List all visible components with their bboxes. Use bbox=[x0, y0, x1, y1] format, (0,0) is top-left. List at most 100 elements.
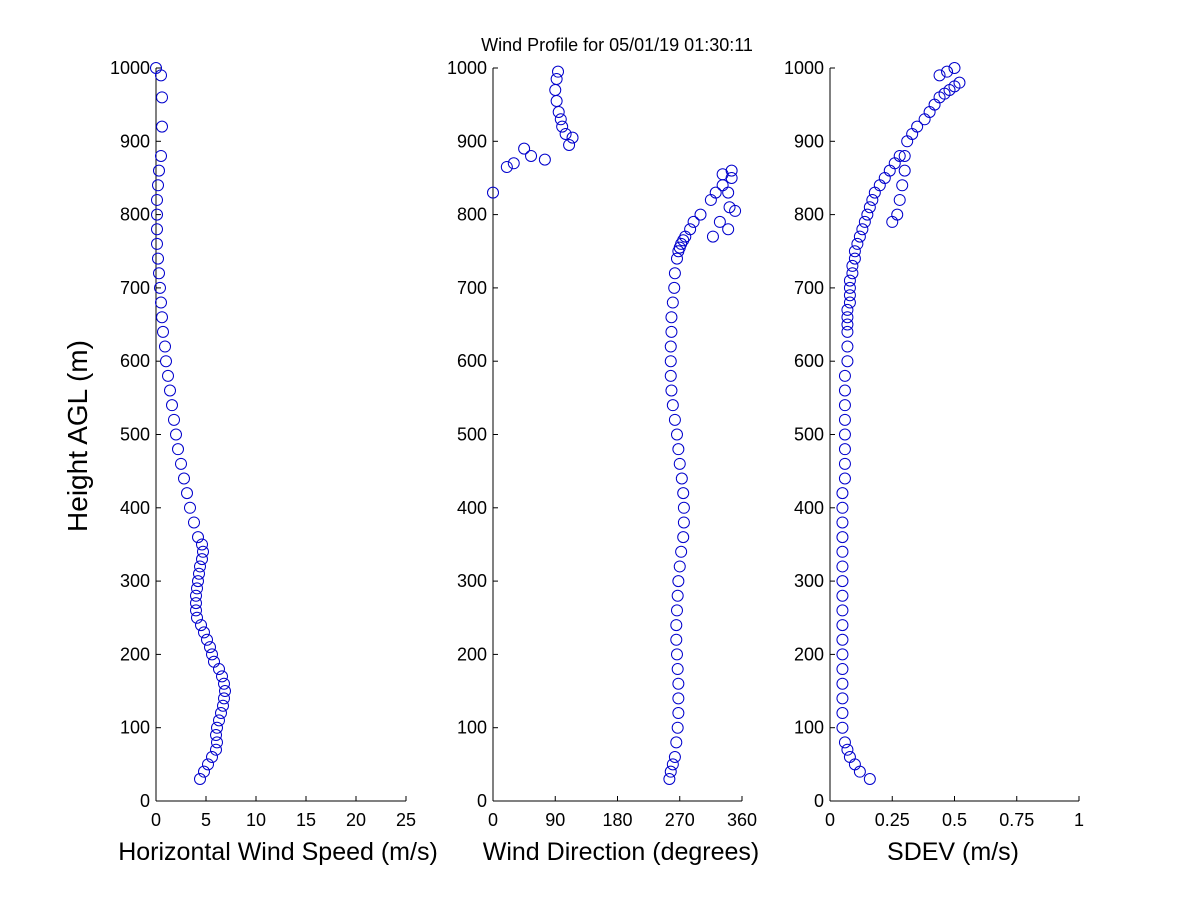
data-point bbox=[838, 443, 851, 456]
data-point bbox=[836, 619, 849, 632]
data-point bbox=[668, 267, 681, 280]
data-point bbox=[675, 545, 688, 558]
x-axis-label: SDEV (m/s) bbox=[887, 838, 1019, 866]
data-point bbox=[841, 355, 854, 368]
y-tick-label: 1000 bbox=[447, 58, 487, 78]
data-point bbox=[487, 186, 499, 199]
data-point bbox=[563, 138, 576, 151]
x-tick-label: 0.5 bbox=[942, 810, 967, 830]
data-point bbox=[677, 487, 690, 500]
data-point bbox=[162, 369, 174, 382]
data-point bbox=[687, 215, 700, 228]
data-point bbox=[838, 428, 851, 441]
data-point bbox=[675, 472, 688, 485]
data-point bbox=[500, 160, 513, 173]
y-tick-label: 0 bbox=[814, 791, 824, 811]
data-point bbox=[863, 773, 876, 786]
y-tick-label: 500 bbox=[794, 425, 824, 445]
data-point bbox=[664, 369, 677, 382]
data-point bbox=[152, 252, 164, 265]
y-tick-label: 1000 bbox=[784, 58, 824, 78]
data-point bbox=[666, 758, 679, 771]
data-point bbox=[206, 751, 218, 764]
data-point bbox=[211, 721, 223, 734]
y-tick-label: 1000 bbox=[110, 58, 150, 78]
data-point bbox=[893, 193, 906, 206]
data-point bbox=[672, 575, 685, 588]
data-point bbox=[518, 142, 531, 155]
data-point bbox=[838, 736, 851, 749]
data-point bbox=[194, 773, 206, 786]
data-point bbox=[838, 472, 851, 485]
data-point bbox=[863, 201, 876, 214]
data-point bbox=[851, 237, 864, 250]
data-point bbox=[896, 179, 909, 192]
data-point bbox=[836, 589, 849, 602]
data-point bbox=[722, 223, 735, 236]
data-point bbox=[858, 215, 871, 228]
data-point bbox=[856, 223, 869, 236]
data-point bbox=[193, 567, 205, 580]
data-point bbox=[838, 369, 851, 382]
data-point bbox=[836, 560, 849, 573]
y-tick-label: 600 bbox=[794, 351, 824, 371]
data-point bbox=[933, 69, 946, 82]
data-point bbox=[673, 560, 686, 573]
data-point bbox=[671, 663, 684, 676]
data-point bbox=[559, 127, 572, 140]
data-point bbox=[665, 325, 678, 338]
data-point bbox=[898, 164, 911, 177]
data-point bbox=[838, 457, 851, 470]
data-point bbox=[168, 413, 180, 426]
y-tick-label: 900 bbox=[457, 131, 487, 151]
data-point bbox=[866, 193, 879, 206]
y-tick-label: 400 bbox=[457, 498, 487, 518]
data-point bbox=[668, 751, 681, 764]
data-point bbox=[846, 259, 859, 272]
data-point bbox=[841, 318, 854, 331]
y-tick-label: 100 bbox=[120, 718, 150, 738]
data-point bbox=[218, 692, 230, 705]
data-point bbox=[153, 267, 165, 280]
data-point bbox=[215, 707, 227, 720]
data-point bbox=[836, 604, 849, 617]
data-point bbox=[670, 736, 683, 749]
data-point bbox=[175, 457, 187, 470]
data-point bbox=[843, 281, 856, 294]
y-tick-label: 600 bbox=[120, 351, 150, 371]
data-point bbox=[836, 663, 849, 676]
data-point bbox=[151, 223, 163, 236]
data-point bbox=[713, 215, 726, 228]
y-tick-label: 400 bbox=[794, 498, 824, 518]
data-point bbox=[150, 62, 162, 74]
data-point bbox=[948, 62, 961, 74]
y-tick-label: 200 bbox=[457, 644, 487, 664]
y-tick-label: 900 bbox=[120, 131, 150, 151]
data-point bbox=[729, 204, 742, 217]
data-point bbox=[838, 399, 851, 412]
data-point bbox=[891, 208, 904, 221]
data-point bbox=[155, 296, 167, 309]
data-point bbox=[550, 72, 563, 85]
panel-3: 0 100 200 300 400 500 600 700 800 900 1000 0 0.25 0.5… bbox=[784, 58, 1084, 866]
data-point bbox=[898, 149, 911, 162]
y-tick-label: 0 bbox=[477, 791, 487, 811]
panel-1: 0 100 200 300 400 500 600 700 800 900 1000 0 5 10 15 20… bbox=[110, 58, 438, 866]
x-tick-label: 25 bbox=[396, 810, 416, 830]
data-point bbox=[836, 707, 849, 720]
data-point bbox=[911, 120, 924, 133]
data-point bbox=[198, 626, 210, 639]
data-point bbox=[677, 501, 690, 514]
data-point bbox=[673, 457, 686, 470]
data-point bbox=[665, 311, 678, 324]
data-point bbox=[181, 487, 193, 500]
data-point bbox=[665, 384, 678, 397]
data-point bbox=[192, 575, 204, 588]
data-point bbox=[151, 193, 163, 206]
x-axis-label: Wind Direction (degrees) bbox=[483, 838, 760, 866]
data-point bbox=[507, 157, 520, 170]
data-point bbox=[197, 545, 209, 558]
data-point bbox=[843, 274, 856, 287]
data-point bbox=[554, 113, 567, 126]
